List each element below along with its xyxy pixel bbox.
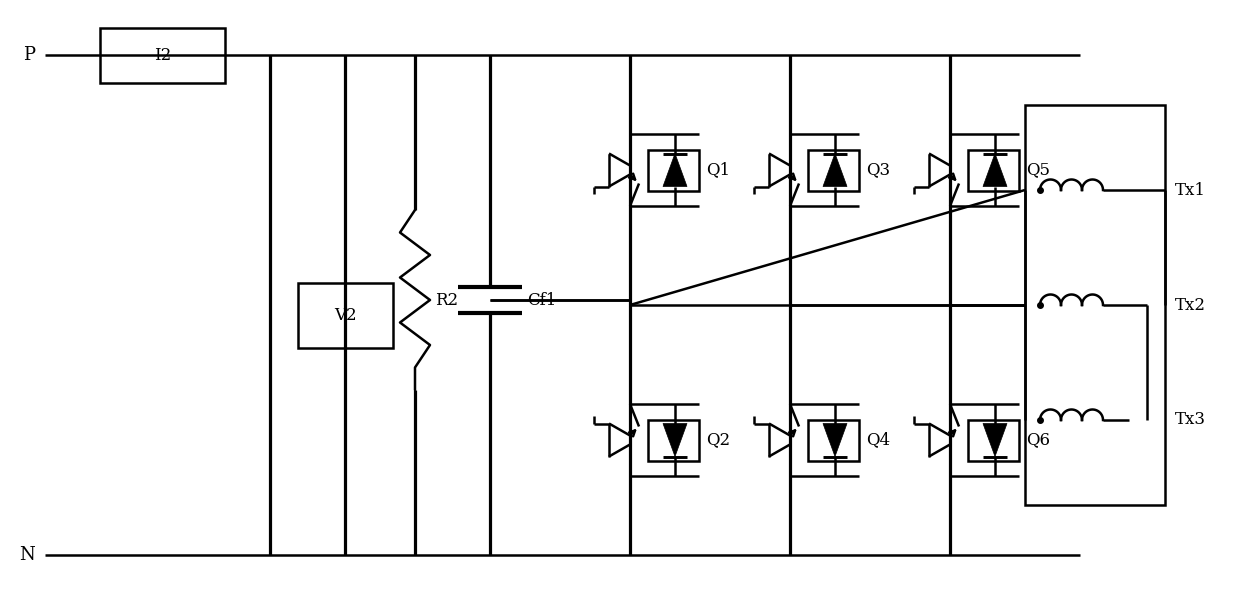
Bar (968, 419, 1019, 461)
Text: R2: R2 (435, 292, 458, 308)
Polygon shape (823, 424, 847, 456)
Bar (808, 419, 859, 461)
Polygon shape (663, 424, 687, 456)
Bar (968, 149, 1019, 190)
Text: I2: I2 (154, 46, 171, 64)
Text: Q1: Q1 (706, 161, 730, 178)
Text: Cf1: Cf1 (527, 292, 557, 308)
Bar (808, 149, 859, 190)
Bar (649, 419, 699, 461)
Text: Q3: Q3 (866, 161, 890, 178)
Bar (649, 149, 699, 190)
Text: Q2: Q2 (706, 431, 730, 449)
Text: V2: V2 (334, 306, 356, 324)
Bar (100, 27, 224, 83)
Polygon shape (663, 154, 687, 186)
Text: Tx3: Tx3 (1176, 412, 1207, 428)
Polygon shape (983, 424, 1007, 456)
Polygon shape (983, 154, 1007, 186)
Text: Q6: Q6 (1025, 431, 1050, 449)
Polygon shape (823, 154, 847, 186)
Text: Q5: Q5 (1025, 161, 1050, 178)
Text: N: N (20, 546, 35, 564)
Text: Tx2: Tx2 (1176, 296, 1207, 314)
Text: Tx1: Tx1 (1176, 181, 1207, 199)
Text: Q4: Q4 (866, 431, 890, 449)
Bar (298, 283, 393, 347)
Bar (1025, 105, 1166, 505)
Text: P: P (24, 46, 35, 64)
